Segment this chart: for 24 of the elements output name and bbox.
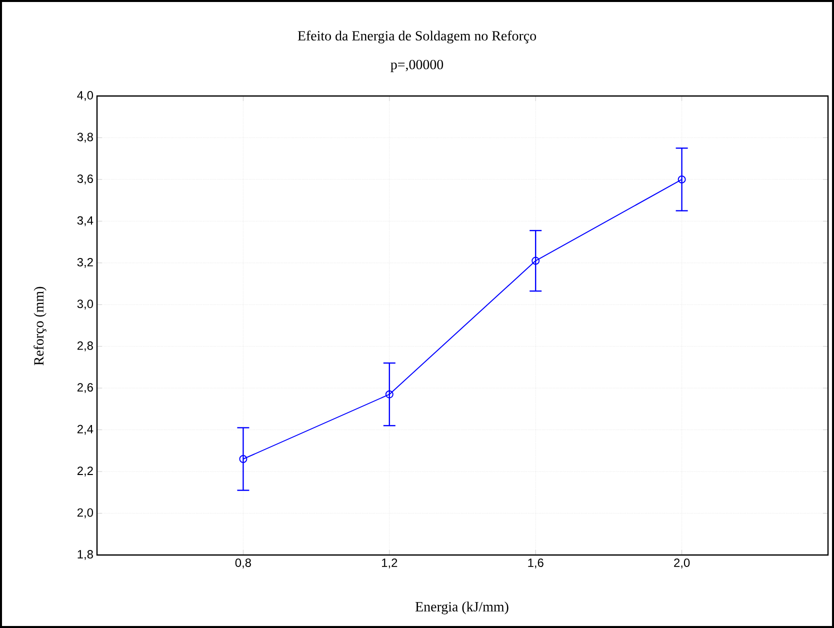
point bbox=[678, 175, 686, 184]
y-tick-label: 2,2 bbox=[77, 466, 93, 476]
x-axis-title: Energia (kJ/mm) bbox=[415, 602, 508, 614]
y-tick-label: 2,4 bbox=[77, 424, 94, 435]
point bbox=[532, 256, 540, 265]
chart-title: Efeito da Energia de Soldagem no Reforço bbox=[298, 30, 536, 44]
y-tick-label: 2,0 bbox=[77, 508, 94, 518]
y-tick-label: 3,6 bbox=[77, 174, 93, 184]
y-tick-label: 2,8 bbox=[77, 341, 93, 352]
y-tick-label: 2,6 bbox=[77, 383, 93, 394]
x-tick-label: 1,2 bbox=[382, 558, 398, 568]
y-tick-label: 3,8 bbox=[77, 132, 93, 143]
y-tick-label: 3,2 bbox=[77, 258, 93, 268]
y-tick-label: 4,0 bbox=[77, 91, 94, 101]
point bbox=[385, 390, 394, 398]
chart-subtitle: p=,00000 bbox=[390, 60, 444, 72]
x-tick-label: 1,6 bbox=[528, 558, 544, 568]
x-tick-label: 0,8 bbox=[235, 558, 251, 568]
x-tick-label: 2,0 bbox=[674, 558, 690, 568]
y-tick-label: 1,8 bbox=[78, 550, 93, 560]
y-tick-label: 3,0 bbox=[77, 300, 94, 310]
y-tick-label: 3,4 bbox=[77, 216, 94, 226]
point bbox=[239, 455, 248, 464]
y-axis-title: Reforço (mm) bbox=[34, 286, 46, 366]
